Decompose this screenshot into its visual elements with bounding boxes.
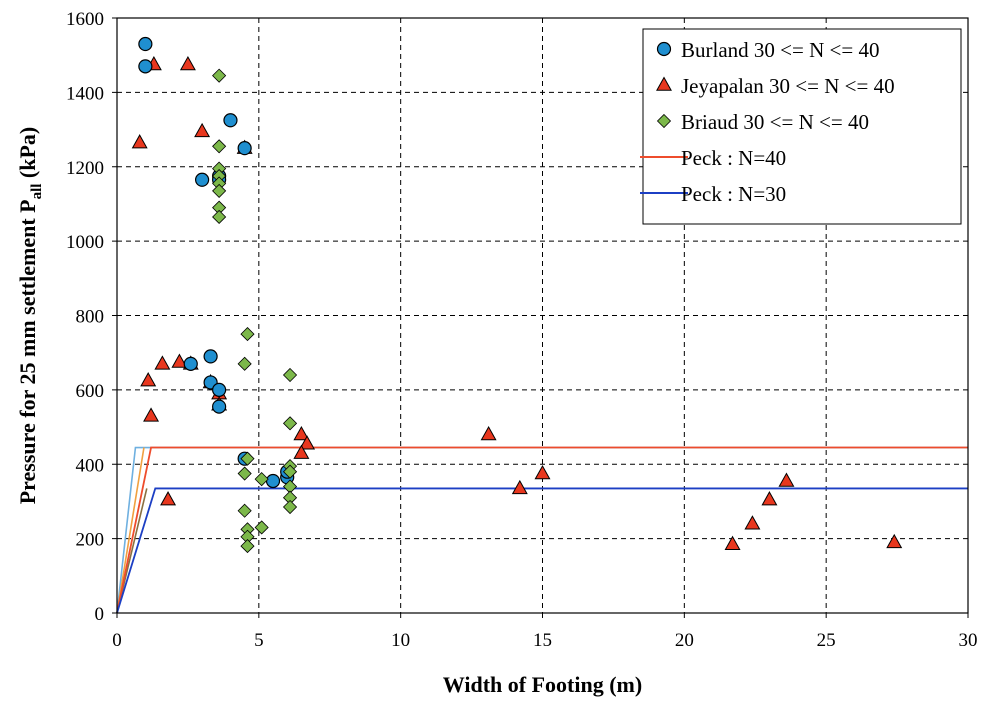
y-tick-label: 600 [76, 381, 105, 402]
peck-line [116, 446, 968, 614]
data-point-circle [203, 349, 218, 364]
data-points [131, 36, 903, 554]
data-point-diamond [237, 356, 252, 371]
data-point-triangle [480, 425, 497, 441]
x-tick-label: 0 [112, 630, 122, 651]
data-point-triangle [778, 472, 795, 487]
data-point-circle [138, 36, 153, 52]
y-tick-label: 1200 [66, 158, 104, 179]
data-point-triangle [143, 407, 160, 422]
gridlines [117, 18, 968, 613]
x-tick-label: 5 [254, 630, 264, 651]
data-point-triangle [724, 535, 741, 550]
data-point-diamond [212, 68, 227, 83]
data-point-diamond [237, 503, 252, 518]
data-point-triangle [140, 372, 157, 387]
x-axis-title: Width of Footing (m) [443, 672, 642, 697]
legend: Burland 30 <= N <= 40 Jeyapalan 30 <= N <… [640, 28, 962, 225]
data-point-diamond [237, 466, 252, 481]
data-point-diamond [212, 139, 227, 154]
data-point-triangle [761, 491, 778, 506]
data-point-triangle [534, 465, 551, 480]
data-point-circle [138, 59, 153, 74]
data-point-diamond [212, 209, 227, 225]
peck-lines [116, 446, 968, 614]
legend-entry-label: Jeyapalan 30 <= N <= 40 [681, 74, 895, 98]
x-tick-labels: 0 5 10 15 20 25 30 [112, 613, 978, 651]
data-point-triangle [194, 122, 211, 138]
y-axis-title-unit: (kPa) [15, 127, 40, 184]
data-point-triangle [131, 134, 148, 149]
data-point-triangle [299, 435, 316, 450]
data-point-diamond [282, 367, 298, 383]
data-point-triangle [293, 444, 310, 459]
data-point-circle [237, 141, 252, 156]
data-point-triangle [293, 425, 310, 441]
data-point-circle [265, 473, 281, 489]
legend-marker [656, 113, 672, 129]
data-point-circle [223, 113, 238, 128]
peck-line [116, 487, 968, 614]
data-point-triangle [744, 515, 761, 530]
peck-line-variant [116, 447, 145, 614]
data-point-triangle [179, 55, 196, 71]
y-axis-title-main: Pressure for 25 mm settlement P [15, 199, 40, 504]
data-point-diamond [282, 416, 298, 431]
data-point-diamond [240, 451, 255, 466]
data-point-triangle [154, 355, 171, 370]
data-point-triangle [886, 533, 903, 549]
x-tick-label: 20 [675, 630, 694, 651]
legend-entry-label: Burland 30 <= N <= 40 [681, 38, 879, 62]
data-point-diamond [254, 520, 269, 535]
x-tick-label: 30 [959, 630, 978, 651]
data-point-diamond [282, 464, 298, 479]
legend-box [642, 28, 962, 225]
legend-marker [656, 76, 672, 91]
data-point-diamond [254, 472, 269, 487]
data-point-diamond [240, 327, 255, 342]
x-tick-label: 10 [391, 630, 410, 651]
y-tick-labels: 0 200 400 600 800 1000 1200 1400 1600 [66, 9, 117, 625]
data-point-circle [212, 399, 227, 414]
x-tick-label: 25 [817, 630, 836, 651]
data-point-circle [183, 356, 198, 371]
legend-entry-label: Peck : N=40 [681, 146, 786, 170]
data-point-circle [212, 382, 227, 397]
legend-entry-label: Peck : N=30 [681, 182, 786, 206]
data-point-diamond [282, 499, 298, 515]
y-tick-label: 1600 [66, 9, 104, 30]
data-point-triangle [511, 479, 528, 495]
y-axis-title: Pressure for 25 mm settlement Pall (kPa) [15, 127, 45, 505]
data-point-triangle [160, 491, 177, 506]
y-tick-label: 1400 [66, 83, 104, 104]
y-tick-label: 200 [76, 530, 105, 551]
data-point-diamond [212, 183, 227, 198]
y-tick-label: 0 [95, 604, 105, 625]
x-tick-label: 15 [533, 630, 552, 651]
y-axis-title-subscript: all [29, 184, 45, 200]
y-tick-label: 800 [76, 307, 105, 328]
y-tick-label: 1000 [66, 232, 104, 253]
data-point-diamond [240, 538, 255, 554]
legend-marker [656, 41, 672, 57]
data-point-triangle [171, 353, 188, 368]
data-point-circle [195, 172, 210, 187]
legend-entry-label: Briaud 30 <= N <= 40 [681, 110, 869, 134]
y-tick-label: 400 [76, 455, 105, 476]
